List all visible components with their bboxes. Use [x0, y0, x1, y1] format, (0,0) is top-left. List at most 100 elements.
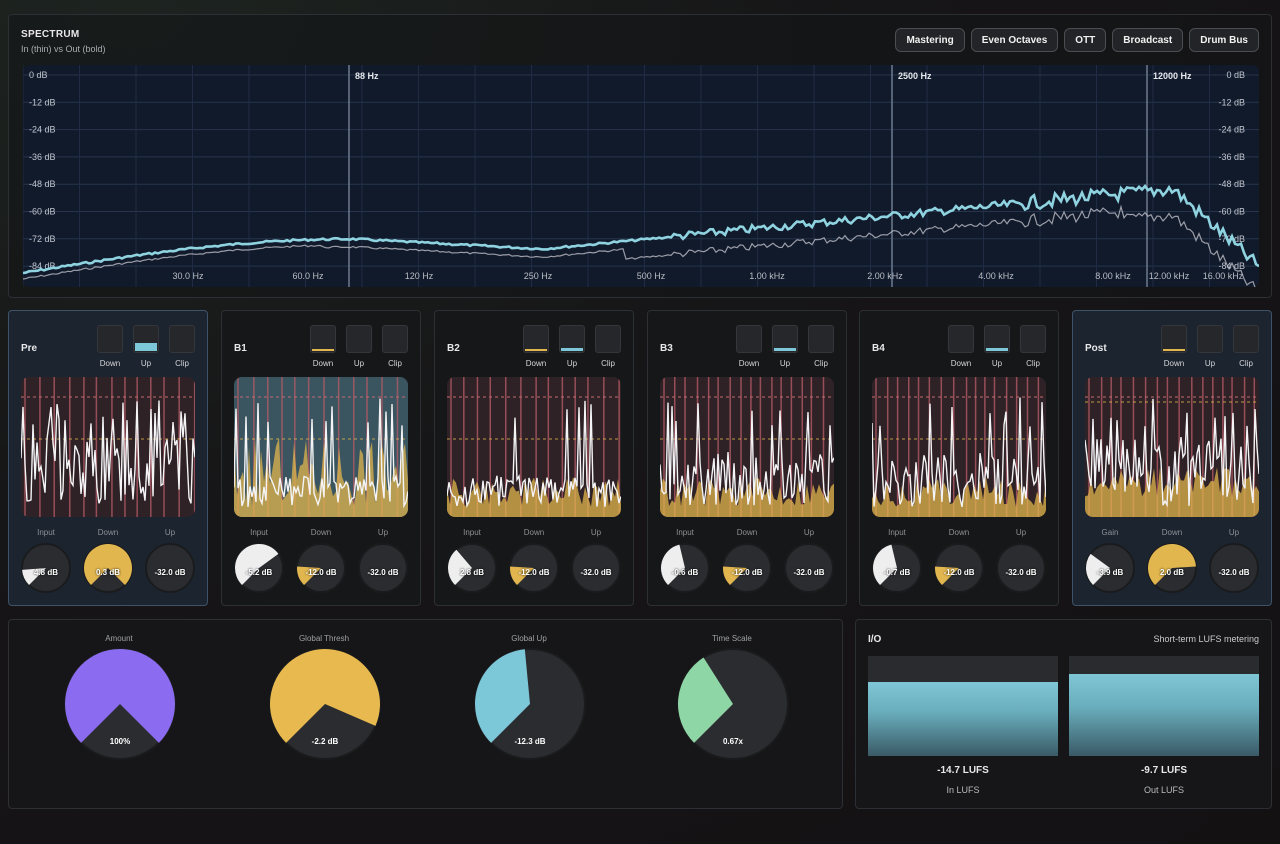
band-knob-gain[interactable] — [1085, 543, 1135, 593]
band-knob-input[interactable] — [660, 543, 710, 593]
knob-label: Input — [250, 528, 268, 537]
db-label-right: -60 dB — [1218, 207, 1245, 217]
signal-waveform — [1085, 398, 1259, 508]
knob-arc — [873, 544, 897, 585]
global-knob-global-thresh[interactable] — [269, 648, 381, 760]
band-knob-up[interactable] — [996, 543, 1046, 593]
mode-label-down: Down — [738, 359, 760, 368]
knob-label: Up — [803, 528, 815, 537]
knob-value: -5.2 dB — [245, 568, 273, 577]
global-knob-amount[interactable] — [64, 648, 176, 760]
mode-label-down: Down — [1163, 359, 1185, 368]
global-knob-time-scale[interactable] — [677, 648, 789, 760]
mode-toggle-up[interactable] — [346, 325, 372, 353]
knob-value: -0.7 dB — [883, 568, 911, 577]
global-knob-global-up[interactable] — [474, 648, 586, 760]
knob-arc — [297, 566, 321, 585]
knob-label: Up — [377, 528, 389, 537]
mode-toggle-up[interactable] — [559, 325, 585, 353]
band-knob-up[interactable] — [1209, 543, 1259, 593]
knob-value: -32.0 dB — [1005, 568, 1037, 577]
band-waveform-scope — [1085, 377, 1259, 517]
mode-toggle-clip[interactable] — [595, 325, 621, 353]
mode-label-clip: Clip — [1239, 359, 1253, 368]
knob-label: Down — [310, 528, 332, 537]
band-knob-down[interactable] — [1147, 543, 1197, 593]
preset-mastering-button[interactable]: Mastering — [895, 28, 965, 52]
band-knob-up[interactable] — [784, 543, 834, 593]
knob-value: -3.9 dB — [1096, 568, 1124, 577]
global-knob-label: Time Scale — [712, 634, 752, 643]
knob-body[interactable] — [996, 543, 1046, 593]
preset-buttons: Mastering Even Octaves OTT Broadcast Dru… — [895, 28, 1259, 52]
preset-broadcast-button[interactable]: Broadcast — [1112, 28, 1184, 52]
mode-toggle-down[interactable] — [523, 325, 549, 353]
knob-body[interactable] — [784, 543, 834, 593]
mode-toggle-clip[interactable] — [382, 325, 408, 353]
output-spectrum-line — [23, 184, 1259, 275]
mode-toggle-clip[interactable] — [808, 325, 834, 353]
mode-toggle-up[interactable] — [133, 325, 159, 353]
mode-toggle-indicator — [561, 348, 583, 351]
mode-toggle-indicator — [525, 349, 547, 351]
knob-value: -12.0 dB — [943, 568, 975, 577]
knob-arc — [448, 549, 472, 585]
mode-toggle-indicator — [312, 349, 334, 351]
spectrum-title: SPECTRUM — [21, 29, 80, 40]
mode-toggle-indicator — [1163, 349, 1185, 351]
mode-toggle-down[interactable] — [1161, 325, 1187, 353]
mode-toggle-down[interactable] — [736, 325, 762, 353]
knob-body[interactable] — [358, 543, 408, 593]
knob-body[interactable] — [145, 543, 195, 593]
mode-toggle-up[interactable] — [772, 325, 798, 353]
band-knob-up[interactable] — [358, 543, 408, 593]
band-knob-input[interactable] — [447, 543, 497, 593]
db-label-right: -36 dB — [1218, 152, 1245, 162]
band-knob-input[interactable] — [21, 543, 71, 593]
freq-tick-label: 16.00 kHz — [1203, 271, 1244, 281]
knob-label: Input — [676, 528, 694, 537]
mode-toggle-down[interactable] — [310, 325, 336, 353]
spectrum-graph[interactable]: 0 dB -12 dB -24 dB -36 dB -48 dB -60 dB -72 dB… — [23, 65, 1259, 287]
band-knob-down[interactable] — [934, 543, 984, 593]
out-lufs-readout: -9.7 LUFS — [1140, 765, 1188, 776]
band-panel-b4: B4 Down Up Clip Input -0.7 dB Down -12.0 dB Up -3… — [859, 310, 1059, 606]
band-knob-down[interactable] — [83, 543, 133, 593]
mode-toggle-up[interactable] — [1197, 325, 1223, 353]
mode-toggle-up[interactable] — [984, 325, 1010, 353]
mode-toggle-clip[interactable] — [169, 325, 195, 353]
knob-body[interactable] — [1209, 543, 1259, 593]
preset-ott-button[interactable]: OTT — [1064, 28, 1107, 52]
preset-drum-bus-button[interactable]: Drum Bus — [1189, 28, 1259, 52]
mode-label-down: Down — [99, 359, 121, 368]
global-knob-arc — [65, 649, 175, 743]
knob-arc — [661, 544, 685, 585]
band-knob-down[interactable] — [509, 543, 559, 593]
db-label-left: -24 dB — [29, 125, 56, 135]
knob-label: Input — [888, 528, 906, 537]
mode-label-down: Down — [312, 359, 334, 368]
freq-tick-label: 4.00 kHz — [978, 271, 1014, 281]
band-knob-down[interactable] — [296, 543, 346, 593]
global-knob-value: 0.67x — [722, 737, 744, 746]
mode-toggle-clip[interactable] — [1233, 325, 1259, 353]
band-knob-up[interactable] — [145, 543, 195, 593]
freq-tick-label: 120 Hz — [405, 271, 434, 281]
in-lufs-fill — [868, 682, 1058, 756]
band-knob-up[interactable] — [571, 543, 621, 593]
knob-body[interactable] — [571, 543, 621, 593]
mode-toggle-down[interactable] — [97, 325, 123, 353]
out-lufs-label: Out LUFS — [1143, 785, 1184, 795]
band-knob-input[interactable] — [872, 543, 922, 593]
band-knob-down[interactable] — [722, 543, 772, 593]
mode-toggle-down[interactable] — [948, 325, 974, 353]
band-knob-input[interactable] — [234, 543, 284, 593]
freq-tick-label: 500 Hz — [637, 271, 666, 281]
mode-toggle-clip[interactable] — [1020, 325, 1046, 353]
knob-value: 0.3 dB — [95, 568, 120, 577]
out-lufs-meter — [1069, 656, 1259, 756]
preset-even-octaves-button[interactable]: Even Octaves — [970, 28, 1059, 52]
band-name: B1 — [234, 343, 247, 354]
knob-label: Down — [97, 528, 119, 537]
in-lufs-readout: -14.7 LUFS — [937, 765, 989, 776]
